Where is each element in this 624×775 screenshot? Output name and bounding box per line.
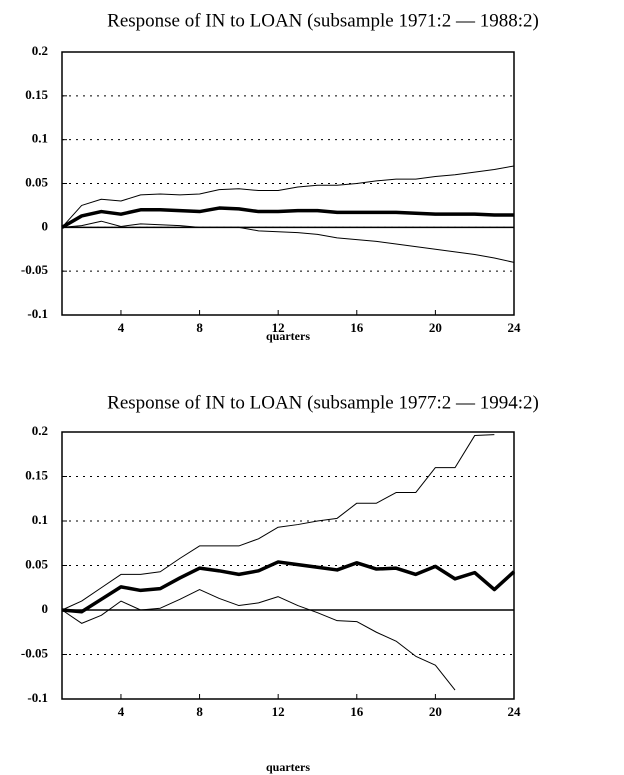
series-line [61, 165, 515, 228]
chart-title: Response of IN to LOAN (subsample 1971:2… [107, 10, 539, 31]
x-tick-label: 8 [196, 704, 203, 719]
x-tick-label: 24 [508, 320, 522, 335]
x-tick-label: 4 [118, 704, 125, 719]
y-tick-label: -0.1 [27, 690, 48, 705]
y-tick-label: 0.15 [25, 87, 48, 102]
x-tick-label: 12 [272, 704, 285, 719]
y-tick-label: 0.1 [32, 512, 48, 527]
y-tick-label: -0.05 [21, 262, 49, 277]
series-line [61, 560, 516, 614]
x-tick-label: 20 [429, 320, 442, 335]
series-line [61, 589, 456, 691]
y-tick-label: -0.05 [21, 645, 49, 660]
x-axis-label: quarters [266, 329, 310, 343]
y-tick-label: 0.15 [25, 467, 48, 482]
chart-title: Response of IN to LOAN (subsample 1977:2… [107, 392, 539, 413]
series-line [61, 434, 495, 611]
x-tick-label: 16 [350, 320, 364, 335]
y-tick-label: 0.2 [32, 43, 48, 58]
plot-frame [61, 51, 515, 316]
plot-frame [61, 431, 515, 700]
y-tick-label: 0 [42, 601, 49, 616]
y-tick-label: -0.1 [27, 306, 48, 321]
x-tick-label: 12 [272, 320, 285, 335]
x-axis-label: quarters [266, 760, 310, 774]
x-tick-label: 8 [196, 320, 203, 335]
x-tick-label: 16 [350, 704, 364, 719]
y-tick-label: 0.1 [32, 131, 48, 146]
y-tick-label: 0.2 [32, 423, 48, 438]
y-tick-label: 0.05 [25, 556, 48, 571]
x-tick-label: 4 [118, 320, 125, 335]
y-tick-label: 0 [42, 218, 49, 233]
x-tick-label: 20 [429, 704, 442, 719]
series-line [61, 220, 515, 263]
y-tick-label: 0.05 [25, 174, 48, 189]
x-tick-label: 24 [508, 704, 522, 719]
series-line [61, 206, 514, 229]
